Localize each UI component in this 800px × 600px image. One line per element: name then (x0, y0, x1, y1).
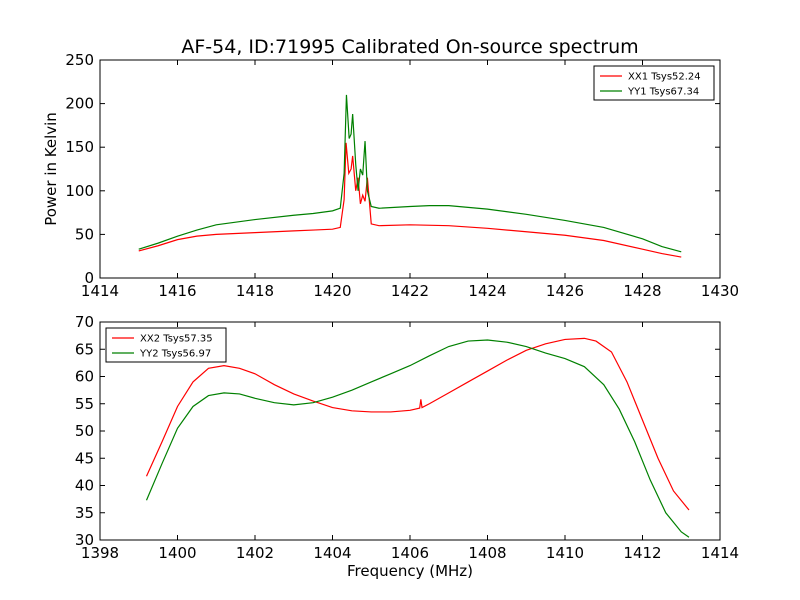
x-tick-label: 1414 (701, 544, 739, 562)
y-tick-label: 45 (75, 449, 94, 467)
x-tick-label: 1420 (313, 282, 351, 300)
x-tick-label: 1412 (623, 544, 661, 562)
x-tick-label: 1406 (391, 544, 429, 562)
y-tick-label: 150 (65, 138, 94, 156)
y-tick-label: 40 (75, 477, 94, 495)
y-tick-label: 0 (84, 269, 94, 287)
x-tick-label: 1422 (391, 282, 429, 300)
y-tick-label: 50 (75, 422, 94, 440)
y-tick-label: 70 (75, 313, 94, 331)
series-line-1 (138, 142, 682, 258)
y-axis-label: Power in Kelvin (42, 112, 60, 226)
x-tick-label: 1430 (701, 282, 739, 300)
legend-box (105, 327, 227, 363)
series-line-2 (138, 94, 682, 253)
legend: XX2 Tsys57.35 YY2 Tsys56.97 (105, 327, 227, 363)
x-tick-label: 1424 (468, 282, 506, 300)
y-tick-label: 35 (75, 504, 94, 522)
x-axis-label: Frequency (MHz) (347, 562, 473, 580)
series-line-2 (145, 339, 690, 538)
legend-label: YY1 Tsys67.34 (627, 87, 699, 98)
x-tick-label: 1408 (468, 544, 506, 562)
legend: XX1 Tsys52.24 YY1 Tsys67.34 (593, 65, 715, 101)
y-tick-label: 60 (75, 368, 94, 386)
x-tick-label: 1404 (313, 544, 351, 562)
series-line-1 (145, 337, 690, 511)
legend-box (593, 65, 715, 101)
x-tick-label: 1426 (546, 282, 584, 300)
plot-bottom: 1398 1400 1402 1404 1406 1408 1410 1412 1414 30 35… (75, 313, 739, 580)
y-tick-label: 50 (75, 225, 94, 243)
y-tick-label: 200 (65, 95, 94, 113)
x-tick-label: 1418 (236, 282, 274, 300)
legend-label: XX1 Tsys52.24 (628, 72, 701, 83)
plot-top: 1414 1416 1418 1420 1422 1424 1426 1428 1430 0 50 1… (42, 51, 739, 300)
legend-label: XX2 Tsys57.35 (140, 334, 213, 345)
y-tick-label: 65 (75, 340, 94, 358)
y-tick-label: 55 (75, 395, 94, 413)
x-tick-label: 1428 (623, 282, 661, 300)
x-tick-label: 1400 (158, 544, 196, 562)
x-tick-label: 1398 (81, 544, 119, 562)
chart-title: AF-54, ID:71995 Calibrated On-source spe… (181, 36, 638, 58)
legend-label: YY2 Tsys56.97 (139, 349, 211, 360)
x-tick-label: 1410 (546, 544, 584, 562)
y-tick-label: 100 (65, 182, 94, 200)
y-tick-label: 30 (75, 531, 94, 549)
x-tick-label: 1402 (236, 544, 274, 562)
y-tick-label: 250 (65, 51, 94, 69)
x-tick-label: 1414 (81, 282, 119, 300)
x-tick-label: 1416 (158, 282, 196, 300)
